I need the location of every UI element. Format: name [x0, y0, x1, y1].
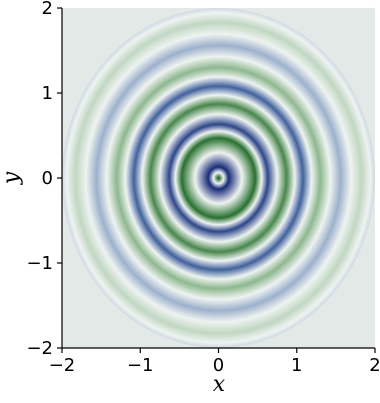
x-tick-label: 1	[291, 355, 302, 376]
y-tick-label: −2	[26, 338, 53, 359]
y-axis-label: y	[0, 171, 24, 185]
y-tick-label: 0	[42, 168, 53, 189]
x-axis-label: x	[213, 372, 226, 397]
y-tick-label: 1	[42, 83, 53, 104]
x-tick-label: −2	[49, 355, 76, 376]
heatmap-rings	[62, 8, 375, 348]
y-tick-label: −1	[26, 253, 53, 274]
y-tick-label: 2	[42, 0, 53, 19]
x-tick-label: 0	[213, 355, 224, 376]
x-tick-label: −1	[127, 355, 154, 376]
x-tick-label: 2	[369, 355, 380, 376]
